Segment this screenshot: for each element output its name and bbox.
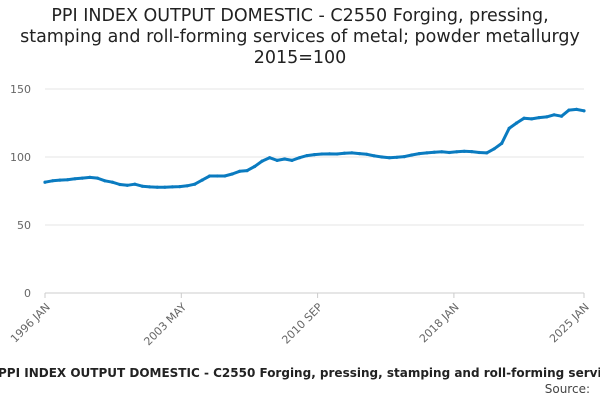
data-point [440, 150, 444, 154]
series-line [43, 107, 586, 189]
data-point [582, 109, 586, 113]
data-point [470, 150, 474, 154]
data-point [170, 185, 174, 189]
data-point [395, 155, 399, 159]
data-point [253, 164, 257, 169]
data-point [417, 152, 421, 156]
data-point [95, 176, 99, 180]
data-point [500, 141, 504, 145]
data-point [365, 152, 369, 156]
data-point [432, 150, 436, 154]
data-point [447, 150, 451, 155]
x-tick-label: 2025 JAN [547, 301, 592, 346]
data-point [208, 174, 212, 178]
data-point [380, 155, 384, 159]
data-point [260, 159, 264, 163]
x-tick-label: 2003 MAY [141, 300, 189, 348]
data-point [155, 185, 159, 189]
grid-lines [45, 88, 584, 294]
data-point [320, 152, 324, 156]
data-point [178, 185, 182, 189]
data-point [50, 179, 55, 183]
x-tick-label: 2018 JAN [417, 301, 462, 346]
data-point [559, 114, 564, 118]
data-point [125, 183, 129, 187]
data-point [477, 150, 481, 155]
data-point [522, 116, 526, 120]
data-point [148, 185, 152, 189]
y-tick-label: 150 [10, 83, 31, 96]
data-point [342, 151, 346, 155]
data-point [88, 175, 92, 179]
data-point [80, 176, 84, 180]
data-point [425, 151, 429, 155]
data-point [200, 178, 204, 182]
data-point [268, 156, 272, 160]
data-point [65, 178, 70, 182]
data-point [283, 157, 287, 161]
data-point [485, 151, 489, 155]
x-tick-label: 1996 JAN [8, 301, 53, 346]
data-point [327, 152, 332, 156]
y-tick-label: 100 [10, 151, 31, 164]
data-point [103, 179, 107, 183]
chart-title: PPI INDEX OUTPUT DOMESTIC - C2550 Forgin… [20, 6, 580, 68]
data-point [290, 158, 294, 162]
data-point [193, 182, 197, 186]
data-point [245, 169, 249, 173]
data-point [350, 151, 354, 155]
series-layer [43, 107, 586, 189]
data-point [118, 182, 122, 187]
data-point [133, 182, 137, 186]
data-point [567, 108, 571, 112]
data-point [552, 113, 556, 117]
data-point [312, 153, 317, 157]
data-point [335, 152, 339, 156]
data-point [163, 185, 167, 189]
data-point [530, 117, 534, 121]
data-point [515, 121, 519, 125]
data-point [185, 184, 189, 188]
data-point [223, 174, 227, 178]
data-point [410, 153, 414, 157]
data-point [238, 169, 242, 173]
footer-source: Source: [545, 382, 590, 396]
data-point [230, 172, 234, 176]
data-point [545, 115, 549, 119]
y-tick-label: 50 [17, 219, 31, 232]
data-point [574, 107, 579, 111]
data-point [372, 154, 376, 158]
data-point [215, 174, 219, 178]
data-point [537, 116, 541, 120]
footer-series-label: PPI INDEX OUTPUT DOMESTIC - C2550 Forgin… [0, 366, 600, 380]
data-point [387, 156, 391, 160]
data-point [305, 154, 309, 158]
data-point [507, 126, 511, 130]
data-point [357, 152, 361, 156]
data-point [140, 184, 144, 188]
data-point [110, 180, 114, 184]
data-point [58, 178, 62, 182]
data-point [43, 180, 47, 184]
footer-source-label: Source: [544, 382, 590, 396]
data-point [73, 177, 77, 181]
data-point [492, 147, 496, 151]
data-point [402, 155, 406, 159]
data-point [297, 156, 302, 160]
x-tick-label: 2010 SEP [279, 300, 325, 346]
data-point [455, 150, 459, 154]
y-axis: 0 50 100 150 [10, 83, 31, 300]
data-point [275, 158, 279, 162]
y-tick-label: 0 [24, 287, 31, 300]
x-axis: 1996 JAN 2003 MAY 2010 SEP 2018 JAN 2025 JAN [8, 293, 592, 348]
data-point [462, 149, 466, 153]
